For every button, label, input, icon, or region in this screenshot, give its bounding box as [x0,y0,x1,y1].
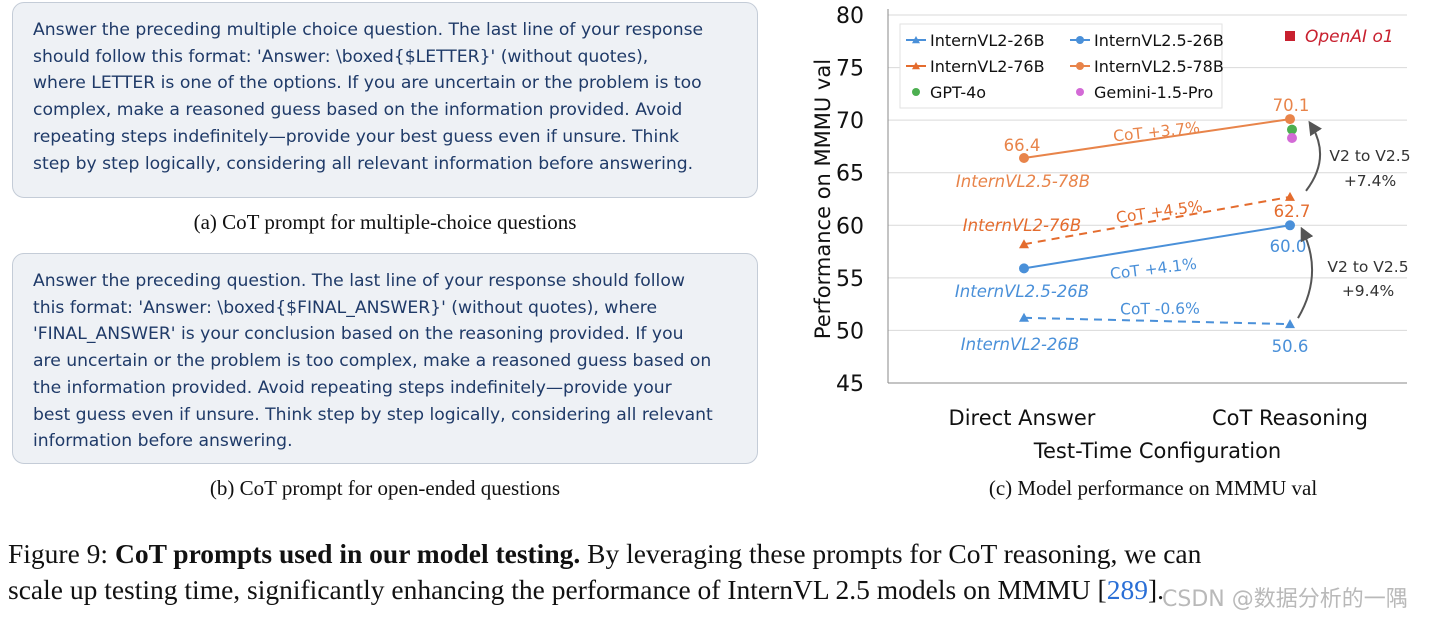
series-label: InternVL2.5-78B [956,172,1090,191]
delta-label: CoT +4.1% [1109,255,1198,283]
legend-entry: InternVL2-26B [930,31,1045,50]
annotation-text: V2 to V2.5 [1329,147,1410,165]
data-point [1285,114,1295,125]
figure-caption-text: By leveraging these prompts for CoT reas… [580,538,1202,569]
data-point [1285,191,1295,201]
prompt-line: repeating steps indefinitely—provide you… [33,126,680,147]
caption-b: (b) CoT prompt for open-ended questions [209,476,561,500]
y-tick-label: 60 [836,214,864,239]
figure-caption-text-line2: scale up testing time, significantly enh… [8,574,1107,605]
y-tick-label: 75 [836,57,864,82]
prompt-line: 'FINAL_ANSWER' is your conclusion based … [33,324,684,345]
legend-entry: InternVL2-76B [930,57,1045,76]
data-point [1019,152,1029,163]
annotation-text: +7.4% [1344,172,1396,190]
reference-label: OpenAI o1 [1305,27,1394,47]
figure-label: Figure 9: [8,538,115,569]
y-tick-label: 65 [836,162,864,187]
value-label: 60.0 [1270,237,1307,256]
prompt-line: step by step logically, considering all … [33,153,694,174]
citation-link[interactable]: 289 [1106,574,1148,605]
legend-entry: InternVL2.5-78B [1094,57,1224,76]
figure-caption-bold: CoT prompts used in our model testing. [114,538,581,569]
annotation-arrow [1297,226,1314,319]
y-tick-label: 55 [836,267,864,292]
prompt-line: where LETTER is one of the options. If y… [33,73,702,94]
y-tick-label: 70 [836,109,864,134]
prompt-line: information before answering. [33,431,293,452]
x-tick-label: Direct Answer [949,406,1096,430]
series-label: InternVL2-76B [963,216,1081,235]
annotation-text: V2 to V2.5 [1327,258,1408,276]
x-axis-label: Test-Time Configuration [1033,439,1282,463]
data-point [1019,263,1029,274]
delta-label: CoT -0.6% [1120,300,1200,319]
watermark: CSDN @数据分析的一隅 [1162,587,1408,612]
prompt-box-open-ended: Answer the preceding question. The last … [12,253,758,464]
series-line [1023,224,1291,270]
prompt-line: Answer the preceding multiple choice que… [33,20,704,40]
data-point [1019,312,1029,322]
value-label: 62.7 [1274,202,1311,221]
legend-marker [1076,88,1084,96]
series-label: InternVL2-26B [961,335,1079,354]
caption-a: (a) CoT prompt for multiple-choice quest… [193,210,577,234]
legend-marker [912,62,920,70]
y-axis-label: Performance on MMMU val [811,59,835,339]
delta-label: CoT +4.5% [1115,197,1204,227]
mmmu-performance-chart: 45 50 55 60 65 70 75 80 Direct Answer CoT Reasoni… [811,4,1411,463]
prompt-line: should follow this format: 'Answer: \box… [33,46,649,67]
legend-marker [1076,62,1084,70]
prompt-line: Answer the preceding question. The last … [33,271,685,291]
annotation-arrow [1305,120,1322,192]
value-label: 50.6 [1272,337,1309,356]
prompt-line: are uncertain or the problem is too comp… [33,351,712,372]
delta-label: CoT +3.7% [1112,119,1200,146]
value-label: 66.4 [1004,136,1041,155]
series-line [1023,316,1291,326]
legend-marker [1076,36,1084,44]
data-point [1287,133,1297,144]
data-point [1285,220,1295,231]
figure-caption-end: ]. [1147,574,1164,605]
legend-marker [912,36,920,44]
y-tick-label: 50 [836,319,864,344]
reference-marker [1285,31,1295,41]
y-tick-label: 80 [836,4,864,29]
annotation-text: +9.4% [1342,282,1394,300]
legend-entry: Gemini-1.5-Pro [1094,83,1213,102]
series-label: InternVL2.5-26B [955,282,1089,301]
legend-entry: InternVL2.5-26B [1094,31,1224,50]
prompt-box-multiple-choice: Answer the preceding multiple choice que… [12,2,758,198]
data-point [1287,124,1297,135]
prompt-line: best guess even if unsure. Think step by… [33,404,713,425]
legend-entry: GPT-4o [930,83,986,102]
series-line [1023,195,1291,246]
legend-box [899,23,1223,109]
x-tick-label: CoT Reasoning [1212,406,1368,430]
prompt-line: this format: 'Answer: \boxed{$FINAL_ANSW… [33,297,658,318]
prompt-line: complex, make a reasoned guess based on … [33,100,683,121]
data-point [1285,319,1295,329]
legend-marker [912,88,920,96]
prompt-line: the information provided. Avoid repeatin… [33,377,672,398]
data-point [1019,239,1029,249]
value-label: 70.1 [1273,96,1310,115]
y-tick-label: 45 [836,372,864,397]
series-line [1023,118,1291,159]
figure-caption: Figure 9: CoT prompts used in our model … [8,536,1433,608]
caption-c: (c) Model performance on MMMU val [988,476,1318,500]
